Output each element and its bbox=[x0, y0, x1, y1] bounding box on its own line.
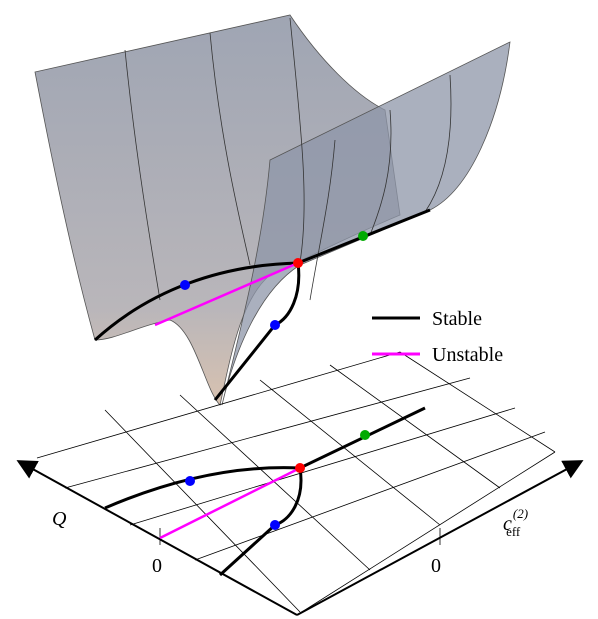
point bbox=[293, 258, 303, 268]
unstable-branch bbox=[159, 466, 301, 540]
surface bbox=[34, 14, 511, 406]
point bbox=[180, 280, 190, 290]
axis-label: c(2) eff bbox=[503, 506, 528, 539]
stable-branch bbox=[218, 467, 303, 577]
point bbox=[270, 520, 280, 530]
point bbox=[185, 476, 195, 486]
axis-label: Q bbox=[52, 508, 67, 530]
legend-label: Unstable bbox=[432, 344, 503, 366]
unstable-branch bbox=[154, 261, 299, 327]
legend-label: Stable bbox=[432, 308, 482, 330]
point bbox=[295, 463, 305, 473]
point bbox=[358, 231, 368, 241]
legend: Stable Unstable bbox=[372, 308, 503, 366]
tick-label: 0 bbox=[431, 555, 441, 577]
base-plane bbox=[16, 351, 584, 616]
stable-branch bbox=[104, 406, 426, 510]
axis-label: c bbox=[503, 513, 512, 535]
axis-superscript: (2) bbox=[513, 506, 528, 521]
point bbox=[270, 320, 280, 330]
stable-branch bbox=[93, 208, 431, 342]
tick-label: 0 bbox=[152, 555, 162, 577]
axis-subscript: eff bbox=[506, 524, 521, 539]
point bbox=[360, 430, 370, 440]
